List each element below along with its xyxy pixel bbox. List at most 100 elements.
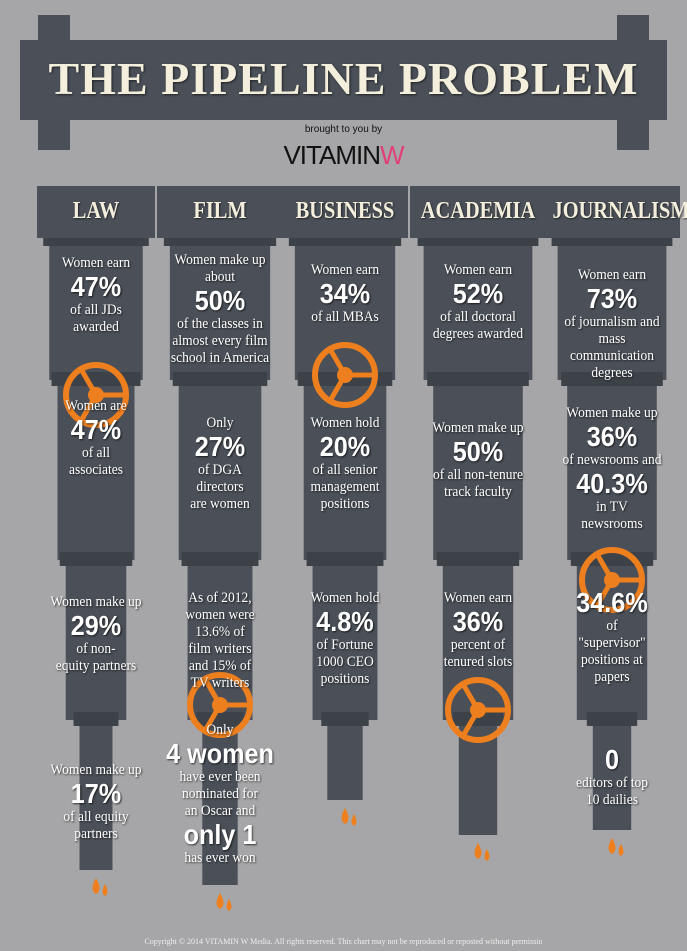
stat-block: Women hold4.8%of Fortune1000 CEOposition… — [282, 590, 408, 688]
stat-line: of journalism and — [549, 314, 675, 331]
column-title: BUSINESS — [286, 198, 405, 225]
pipe-joint — [587, 712, 637, 726]
stat-line: of newsrooms and — [549, 452, 675, 469]
drip — [227, 899, 232, 911]
stat-line: percent of — [415, 637, 541, 654]
stat-line: positions — [282, 671, 408, 688]
pipe-joint — [173, 372, 268, 386]
stat-line: Women earn — [33, 255, 159, 272]
stat-line: of all non-tenure — [415, 467, 541, 484]
pipe-joint — [427, 372, 529, 386]
stat-line: Women make up — [549, 405, 675, 422]
stat-line: 27% — [157, 432, 283, 462]
stat-line: an Oscar and — [157, 803, 283, 820]
pipe-joint — [52, 372, 141, 386]
column-title: ACADEMIA — [419, 198, 538, 225]
stat-line: equity partners — [33, 658, 159, 675]
stat-line: Women make up — [157, 252, 283, 269]
stat-line: Women earn — [549, 267, 675, 284]
stat-line: of all doctoral — [415, 309, 541, 326]
stat-line: 36% — [549, 422, 675, 452]
stat-line: about — [157, 269, 283, 286]
pipe-joint — [182, 552, 259, 566]
byline: brought to you by — [0, 124, 687, 135]
infographic: THE PIPELINE PROBLEM brought to you by V… — [0, 0, 687, 951]
stat-line: communication — [549, 348, 675, 365]
stat-line: school in America — [157, 350, 283, 367]
stat-line: have ever been — [157, 769, 283, 786]
brand-main: VITAMIN — [283, 140, 380, 170]
stat-line: degrees — [549, 365, 675, 382]
stat-line: of all equity — [33, 809, 159, 826]
stat-line: film writers — [157, 641, 283, 658]
stat-line: directors — [157, 479, 283, 496]
stat-line: Women hold — [282, 415, 408, 432]
stat-line: Women earn — [415, 590, 541, 607]
stat-line: 10 dailies — [549, 792, 675, 809]
drip — [93, 878, 100, 894]
pipe-joint — [571, 552, 653, 566]
pipe-joint — [60, 552, 133, 566]
stat-line: "supervisor" — [549, 635, 675, 652]
stat-line: 73% — [549, 284, 675, 314]
column-title: FILM — [161, 198, 280, 225]
stat-line: 20% — [282, 432, 408, 462]
drip — [342, 808, 349, 824]
stat-line: 0 — [549, 745, 675, 775]
stat-line: 36% — [415, 607, 541, 637]
stat-line: Women make up — [33, 594, 159, 611]
footer: Copyright © 2014 VITAMIN W Media. All ri… — [0, 937, 687, 946]
pipe-joint — [321, 712, 368, 726]
stat-line: of non- — [33, 641, 159, 658]
pipe-joint — [74, 712, 119, 726]
stat-line: only 1 — [157, 820, 283, 850]
stat-line: 17% — [33, 779, 159, 809]
drip — [352, 814, 357, 826]
stat-line: 34.6% — [549, 588, 675, 618]
stat-line: Women are — [33, 398, 159, 415]
stat-line: Only — [157, 415, 283, 432]
stat-line: papers — [549, 669, 675, 686]
stat-line: Women earn — [415, 262, 541, 279]
stat-line: of all JDs — [33, 302, 159, 319]
stat-line: 50% — [415, 437, 541, 467]
stat-block: As of 2012,women were13.6% offilm writer… — [157, 590, 283, 692]
drip — [609, 838, 616, 854]
stat-line: partners — [33, 826, 159, 843]
stat-line: 4 women — [157, 739, 283, 769]
stat-line: 34% — [282, 279, 408, 309]
stat-line: 1000 CEO — [282, 654, 408, 671]
stat-line: editors of top — [549, 775, 675, 792]
stat-line: 29% — [33, 611, 159, 641]
stat-line: of all — [33, 445, 159, 462]
pipe-joint — [437, 552, 519, 566]
stat-line: of all senior — [282, 462, 408, 479]
drip — [103, 884, 108, 896]
stat-line: of the classes in — [157, 316, 283, 333]
stat-line: and 15% of — [157, 658, 283, 675]
drip — [619, 844, 624, 856]
stat-line: As of 2012, — [157, 590, 283, 607]
drip — [485, 849, 490, 861]
stat-line: 4.8% — [282, 607, 408, 637]
stat-line: of Fortune — [282, 637, 408, 654]
pipe-segment — [327, 720, 362, 800]
stat-line: of all MBAs — [282, 309, 408, 326]
stat-line: 52% — [415, 279, 541, 309]
stat-line: mass — [549, 331, 675, 348]
stat-line: Women make up — [415, 420, 541, 437]
brand: VITAMINW — [0, 140, 687, 171]
stat-line: nominated for — [157, 786, 283, 803]
stat-line: Women make up — [33, 762, 159, 779]
stat-line: awarded — [33, 319, 159, 336]
stat-line: TV writers — [157, 675, 283, 692]
